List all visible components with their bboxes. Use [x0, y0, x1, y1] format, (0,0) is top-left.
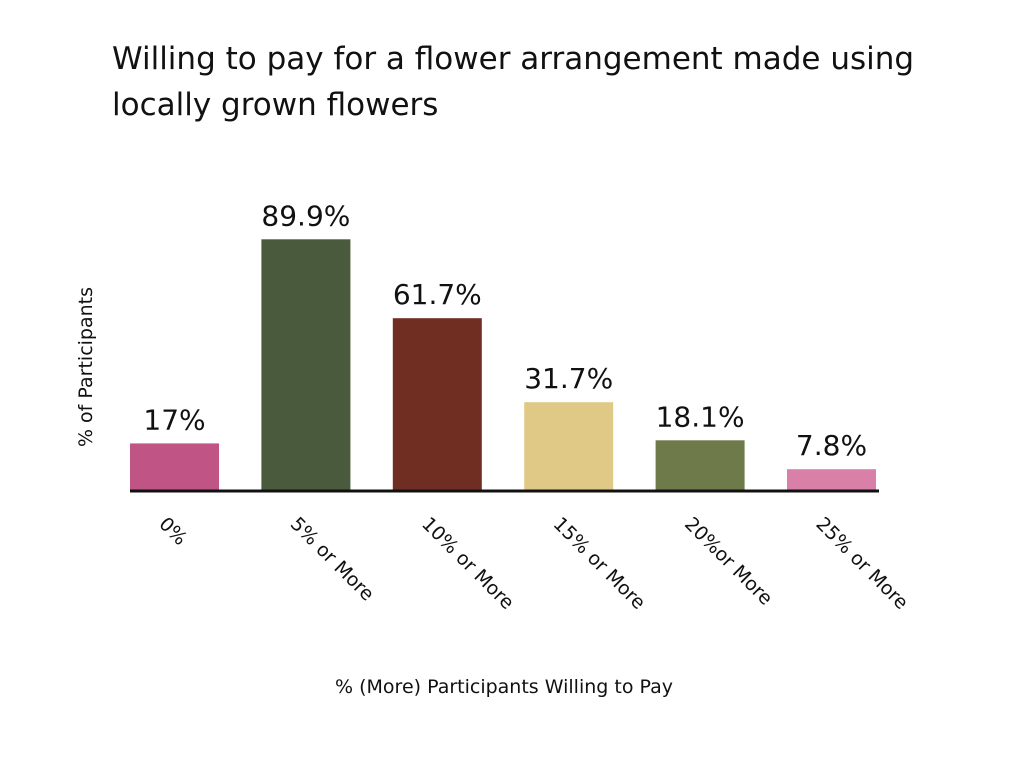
bar-3: [524, 402, 614, 491]
bar-value-label-0: 17%: [143, 403, 205, 436]
bar-1: [261, 239, 351, 491]
bar-value-label-2: 61.7%: [393, 278, 482, 311]
bar-5: [787, 469, 876, 491]
x-tick-label-0: 0%: [154, 513, 191, 550]
bar-0: [130, 443, 219, 491]
x-tick-label-2: 10% or More: [417, 513, 518, 614]
x-tick-label-4: 20%or More: [680, 513, 777, 610]
bar-value-label-3: 31.7%: [524, 362, 613, 395]
x-tick-label-3: 15% or More: [549, 513, 650, 614]
x-axis-title: % (More) Participants Willing to Pay: [335, 676, 673, 698]
x-tick-labels: 0% 5% or More 10% or More 15% or More 20%or …: [154, 513, 912, 614]
bar-value-label-5: 7.8%: [796, 429, 867, 462]
bar-2: [392, 318, 482, 491]
x-tick-label-1: 5% or More: [286, 513, 378, 605]
chart-title: Willing to pay for a flower arrangement …: [112, 41, 915, 123]
bar-value-label-1: 89.9%: [261, 199, 350, 232]
value-labels-group: 17% 89.9% 61.7% 31.7% 18.1% 7.8%: [143, 199, 867, 462]
bars-group: [130, 239, 876, 491]
y-axis-title: % of Participants: [75, 287, 97, 447]
x-tick-label-5: 25% or More: [811, 513, 912, 614]
bar-value-label-4: 18.1%: [656, 400, 745, 433]
bar-4: [655, 440, 745, 491]
